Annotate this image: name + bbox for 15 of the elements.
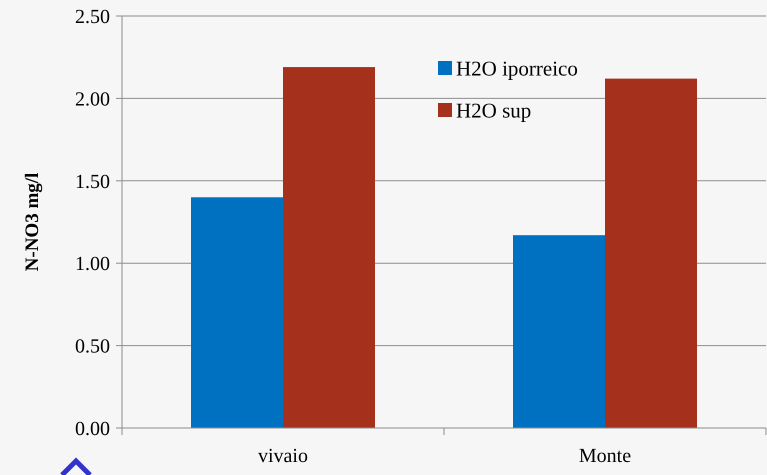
y-tick-label: 2.00	[75, 88, 110, 110]
y-tick-label: 0.00	[75, 418, 110, 440]
legend-label: H2O sup	[456, 98, 532, 122]
bar	[605, 78, 697, 428]
y-axis-title: N-NO3 mg/l	[22, 172, 43, 272]
bar	[513, 235, 605, 428]
y-tick-label: 0.50	[75, 336, 110, 358]
bar	[283, 67, 375, 428]
x-tick-label: vivaio	[258, 445, 308, 467]
x-tick-label: Monte	[578, 445, 632, 467]
y-tick-label: 1.00	[75, 253, 110, 276]
y-tick-label: 2.50	[75, 6, 110, 28]
bar	[191, 197, 283, 428]
legend-label: H2O iporreico	[456, 56, 578, 80]
y-tick-label: 1.50	[75, 170, 110, 193]
